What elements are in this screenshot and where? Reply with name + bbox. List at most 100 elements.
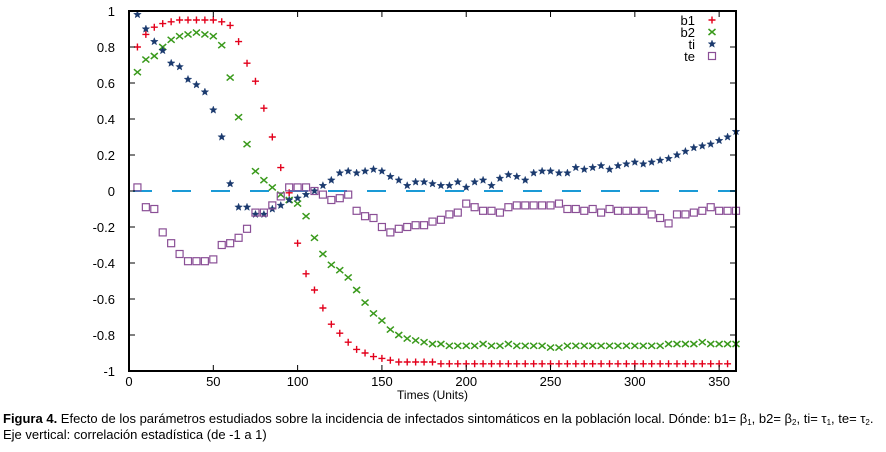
data-point-te <box>512 201 521 210</box>
y-tick-label: 0.2 <box>97 148 115 163</box>
data-point-b2 <box>217 41 226 49</box>
data-point-ti <box>141 24 151 33</box>
data-point-b1 <box>142 30 150 38</box>
data-point-b1 <box>530 360 538 368</box>
data-point-te <box>630 206 639 215</box>
data-point-te <box>571 204 580 214</box>
data-point-b1 <box>429 358 436 366</box>
data-point-b2 <box>563 342 572 350</box>
data-point-b2 <box>192 29 201 37</box>
data-point-b2 <box>521 342 530 350</box>
data-point-b1 <box>555 360 563 368</box>
data-point-ti <box>183 74 193 84</box>
data-point-te <box>335 194 344 203</box>
data-point-te <box>259 208 268 217</box>
caption-text: , ti= τ <box>796 411 827 426</box>
data-point-ti <box>436 181 446 190</box>
data-point-ti <box>495 173 505 183</box>
data-point-ti <box>487 181 496 190</box>
data-point-te <box>529 201 538 210</box>
data-point-ti <box>411 177 420 186</box>
data-point-b2 <box>234 113 243 121</box>
data-point-ti <box>689 143 699 152</box>
data-point-ti <box>554 168 564 177</box>
data-point-b1 <box>159 20 167 28</box>
data-point-ti <box>428 179 437 188</box>
data-point-b2 <box>529 342 538 350</box>
data-point-b2 <box>672 340 681 348</box>
caption-text: , b2= β <box>751 411 793 426</box>
data-point-b2 <box>243 140 252 148</box>
data-point-te <box>470 203 479 212</box>
data-point-b1 <box>184 16 192 24</box>
data-point-b1 <box>580 360 588 368</box>
series-te <box>133 183 741 266</box>
data-point-te <box>352 206 361 215</box>
data-point-b2 <box>487 342 496 350</box>
data-point-b1 <box>403 358 411 366</box>
data-point-b2 <box>200 30 209 38</box>
data-point-te <box>386 228 395 237</box>
data-point-ti <box>234 202 243 211</box>
data-point-b1 <box>251 77 259 85</box>
legend-label: b2 <box>681 25 695 40</box>
data-point-ti <box>504 170 513 179</box>
data-point-te <box>597 208 606 217</box>
data-point-b1 <box>698 360 706 368</box>
data-point-b2 <box>327 261 336 269</box>
series-b1 <box>133 16 732 368</box>
data-point-ti <box>613 161 623 170</box>
data-point-ti <box>149 37 159 46</box>
data-point-b2 <box>538 342 547 350</box>
data-point-b2 <box>184 30 193 38</box>
data-point-b2 <box>622 342 631 350</box>
data-point-b2 <box>259 176 268 184</box>
data-point-b1 <box>538 360 546 368</box>
data-point-te <box>226 239 235 248</box>
data-point-ti <box>310 186 319 195</box>
data-point-b1 <box>454 360 462 368</box>
data-point-te <box>158 228 167 237</box>
data-point-b2 <box>352 286 361 294</box>
data-point-te <box>723 206 732 215</box>
data-point-b2 <box>175 32 184 40</box>
data-point-ti <box>537 166 547 175</box>
data-point-b1 <box>336 329 344 337</box>
data-point-b2 <box>411 336 420 344</box>
data-point-te <box>369 213 378 223</box>
data-point-te <box>133 183 142 192</box>
data-point-b1 <box>201 16 209 24</box>
figure-caption: Figura 4. Efecto de los parámetros estud… <box>3 411 883 443</box>
data-point-b2 <box>504 340 513 348</box>
data-point-te <box>310 186 319 196</box>
data-point-b1 <box>310 286 318 294</box>
data-point-te <box>554 199 564 208</box>
data-point-te <box>487 206 496 215</box>
data-point-b1 <box>614 360 622 368</box>
x-axis-label: Times (Units) <box>397 388 468 402</box>
data-point-b1 <box>319 304 327 312</box>
data-point-ti <box>630 157 640 166</box>
data-point-b1 <box>386 356 394 364</box>
x-tick-label: 50 <box>206 374 220 389</box>
data-point-b2 <box>647 342 656 350</box>
data-point-b1 <box>192 16 200 24</box>
data-point-b1 <box>597 360 605 368</box>
data-point-b2 <box>251 167 260 175</box>
data-point-ti <box>512 172 522 181</box>
data-point-b2 <box>369 309 378 317</box>
data-point-te <box>656 213 665 223</box>
data-point-b2 <box>706 340 715 348</box>
x-tick-label: 250 <box>540 374 562 389</box>
data-point-ti <box>394 175 404 184</box>
data-marks <box>133 10 741 368</box>
data-point-b1 <box>277 164 285 172</box>
data-point-b1 <box>707 360 715 368</box>
data-point-b1 <box>589 360 597 368</box>
data-point-b1 <box>673 360 681 368</box>
data-point-b1 <box>437 360 445 368</box>
data-point-b2 <box>209 32 218 40</box>
data-point-b1 <box>412 358 420 366</box>
data-point-ti <box>529 168 539 177</box>
y-tick-label: 0 <box>108 184 115 199</box>
